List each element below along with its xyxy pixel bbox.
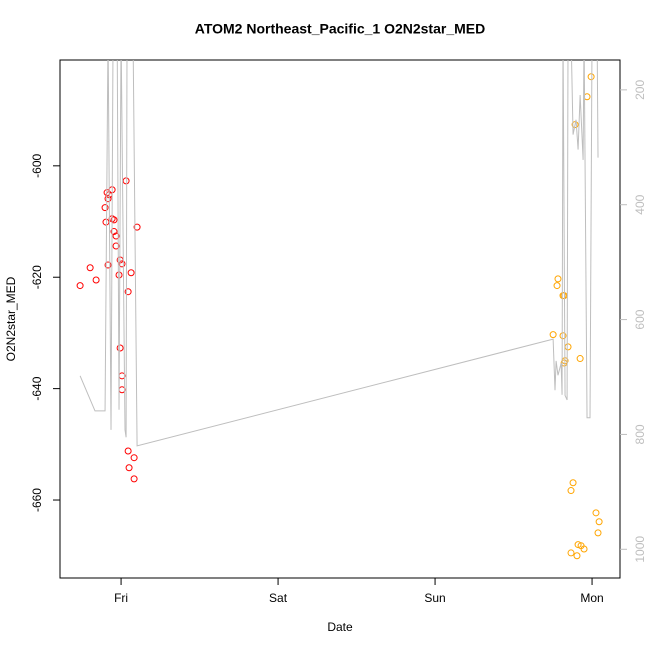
data-point <box>112 242 120 250</box>
y-tick-label: -620 <box>30 265 44 289</box>
data-point <box>125 464 133 472</box>
data-point <box>124 447 132 455</box>
data-point <box>559 332 567 340</box>
data-point <box>567 549 575 557</box>
data-point <box>592 509 600 517</box>
data-point <box>554 275 562 283</box>
data-point <box>116 344 124 352</box>
data-point <box>110 228 118 236</box>
data-point <box>110 216 118 224</box>
data-point <box>549 331 557 339</box>
data-point <box>112 232 120 240</box>
data-point <box>587 73 595 81</box>
data-point <box>104 261 112 269</box>
y2-tick-label: 200 <box>633 80 647 100</box>
data-point <box>569 479 577 487</box>
chart-title: ATOM2 Northeast_Pacific_1 O2N2star_MED <box>195 21 485 37</box>
x-axis-title: Date <box>327 620 353 634</box>
data-point <box>130 454 138 462</box>
data-point <box>86 264 94 272</box>
data-point <box>595 518 603 526</box>
y-tick-label: -660 <box>30 488 44 512</box>
data-point <box>133 223 141 231</box>
data-point <box>574 541 582 549</box>
data-point <box>580 545 588 553</box>
y-axis-title: O2N2star_MED <box>4 276 18 361</box>
data-point <box>122 177 130 185</box>
data-point <box>594 529 602 537</box>
x-tick-label: Sun <box>424 591 445 605</box>
y2-tick-label: 600 <box>633 309 647 329</box>
data-line <box>79 60 599 447</box>
data-point <box>124 288 132 296</box>
plot-area <box>76 60 603 560</box>
y-tick-label: -600 <box>30 153 44 177</box>
data-point <box>118 260 126 268</box>
data-point <box>564 343 572 351</box>
plot-frame <box>59 59 621 579</box>
x-tick-label: Fri <box>114 591 128 605</box>
data-point <box>92 276 100 284</box>
data-point <box>101 204 109 212</box>
y2-tick-label: 1000 <box>633 536 647 563</box>
x-tick-label: Sat <box>269 591 288 605</box>
data-point <box>130 475 138 483</box>
data-point <box>104 195 112 203</box>
data-point <box>76 282 84 290</box>
data-point <box>115 271 123 279</box>
y-tick-label: -640 <box>30 376 44 400</box>
data-point <box>567 487 575 495</box>
data-point <box>127 269 135 277</box>
data-point <box>573 552 581 560</box>
data-point <box>102 218 110 226</box>
data-point <box>571 121 579 129</box>
data-point <box>576 355 584 363</box>
y2-tick-label: 400 <box>633 194 647 214</box>
x-tick-label: Mon <box>580 591 603 605</box>
y2-tick-label: 800 <box>633 424 647 444</box>
data-point <box>553 282 561 290</box>
